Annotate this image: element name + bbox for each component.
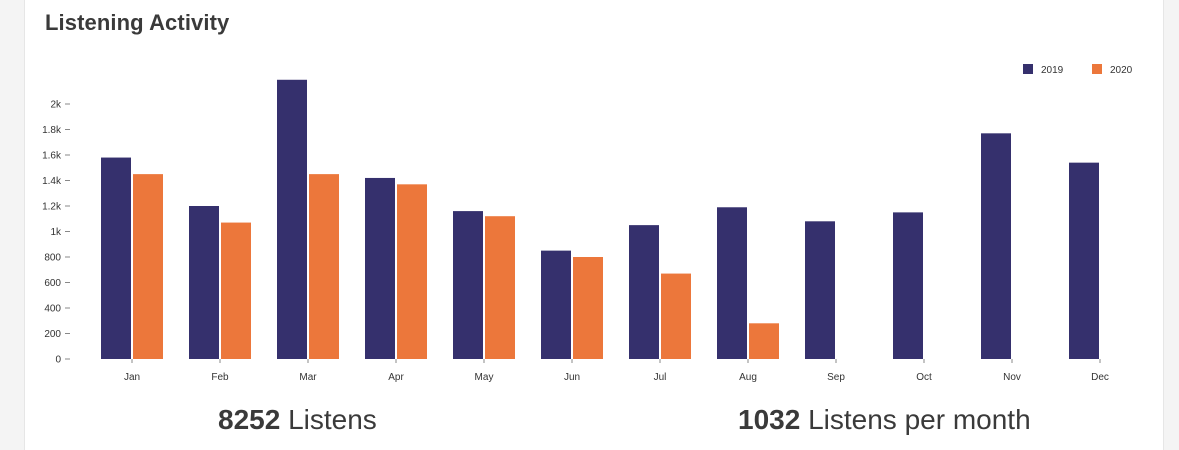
y-tick-label: 1k bbox=[50, 227, 62, 238]
x-tick-label: Nov bbox=[1003, 372, 1021, 383]
x-axis: Jan Feb Mar Apr May Jun Jul Aug Sep Oct Nov Dec bbox=[124, 359, 1109, 383]
bar-2019-jun bbox=[541, 250, 571, 359]
bars bbox=[101, 79, 1099, 360]
x-tick-label: Feb bbox=[211, 372, 229, 383]
legend-label-2020: 2020 bbox=[1110, 65, 1133, 76]
bar-2019-oct bbox=[893, 212, 923, 359]
total-listens-stat: 8252 Listens bbox=[218, 404, 377, 436]
y-axis: 0 200 400 600 800 1k 1.2k 1.4k 1.6k 1.8k 2k bbox=[42, 100, 70, 366]
y-tick-label: 2k bbox=[50, 100, 62, 111]
y-tick-label: 400 bbox=[44, 304, 61, 315]
listening-activity-card: Listening Activity 0 200 400 600 800 1k 1.2k 1.… bbox=[24, 0, 1164, 450]
legend-swatch-2020 bbox=[1092, 64, 1102, 74]
y-tick-label: 1.8k bbox=[42, 125, 62, 136]
bar-2019-dec bbox=[1069, 162, 1099, 359]
y-tick-label: 1.2k bbox=[42, 202, 62, 213]
bar-2019-apr bbox=[365, 177, 395, 359]
y-tick-label: 1.6k bbox=[42, 151, 62, 162]
bar-2020-mar bbox=[309, 174, 339, 359]
avg-listens-label: Listens per month bbox=[808, 404, 1031, 435]
x-tick-label: Jul bbox=[654, 372, 667, 383]
bar-2020-jun bbox=[573, 257, 603, 359]
listening-activity-chart: 0 200 400 600 800 1k 1.2k 1.4k 1.6k 1.8k 2k Jan Feb… bbox=[42, 64, 1133, 383]
avg-listens-stat: 1032 Listens per month bbox=[738, 404, 1031, 436]
legend-label-2019: 2019 bbox=[1041, 65, 1064, 76]
x-tick-label: Sep bbox=[827, 372, 845, 383]
bar-2019-may bbox=[453, 211, 483, 359]
card-title: Listening Activity bbox=[45, 10, 230, 35]
x-tick-label: Dec bbox=[1091, 372, 1109, 383]
bar-2019-nov bbox=[981, 133, 1011, 359]
x-tick-label: Oct bbox=[916, 372, 932, 383]
bar-2019-sep bbox=[805, 221, 835, 359]
total-listens-value: 8252 bbox=[218, 404, 281, 435]
x-tick-label: Aug bbox=[739, 372, 757, 383]
bar-2019-mar bbox=[277, 79, 307, 360]
x-tick-label: May bbox=[475, 372, 494, 383]
total-listens-label: Listens bbox=[288, 404, 377, 435]
y-tick-label: 0 bbox=[55, 355, 61, 366]
avg-listens-value: 1032 bbox=[738, 404, 801, 435]
bar-2020-jan bbox=[133, 174, 163, 359]
x-tick-label: Apr bbox=[388, 372, 404, 383]
y-tick-label: 200 bbox=[44, 329, 61, 340]
y-tick-label: 1.4k bbox=[42, 176, 62, 187]
x-tick-label: Jan bbox=[124, 372, 140, 383]
x-tick-label: Mar bbox=[299, 372, 317, 383]
bar-2020-may bbox=[485, 216, 515, 359]
y-tick-label: 600 bbox=[44, 278, 61, 289]
bar-2020-jul bbox=[661, 273, 691, 359]
bar-2020-apr bbox=[397, 184, 427, 359]
bar-2019-jan bbox=[101, 157, 131, 359]
legend-swatch-2019 bbox=[1023, 64, 1033, 74]
bar-2019-jul bbox=[629, 225, 659, 359]
bar-2020-aug bbox=[749, 323, 779, 359]
bar-2020-feb bbox=[221, 222, 251, 359]
y-tick-label: 800 bbox=[44, 253, 61, 264]
chart-legend: 2019 2020 bbox=[1023, 64, 1133, 76]
bar-2019-feb bbox=[189, 206, 219, 359]
x-tick-label: Jun bbox=[564, 372, 580, 383]
bar-2019-aug bbox=[717, 207, 747, 359]
